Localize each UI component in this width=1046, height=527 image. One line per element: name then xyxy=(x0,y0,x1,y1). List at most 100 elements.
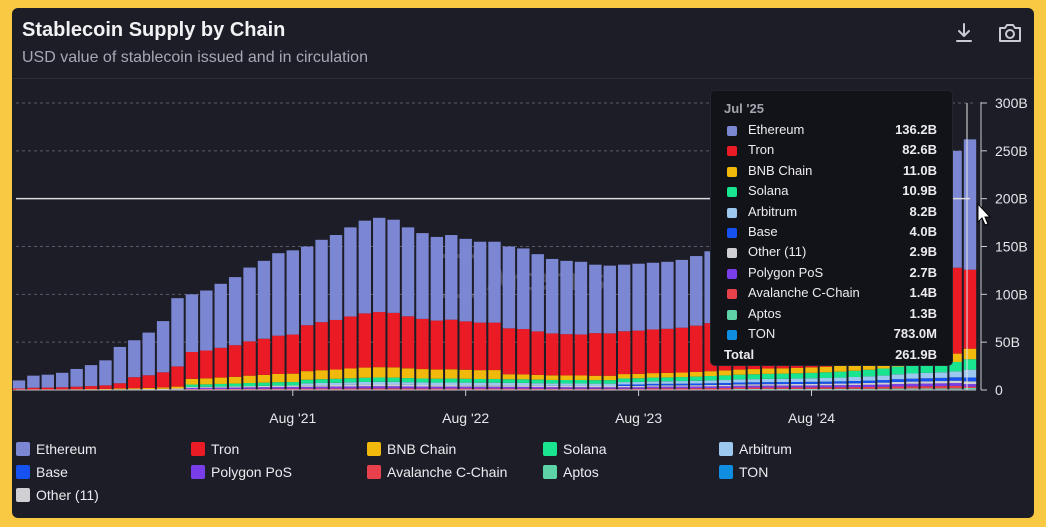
bar-segment-ethereum[interactable] xyxy=(84,365,98,387)
bar-segment-other-11-[interactable] xyxy=(834,383,847,386)
bar-segment-solana[interactable] xyxy=(675,377,689,382)
bar-segment-solana[interactable] xyxy=(214,383,227,387)
bar-segment-ethereum[interactable] xyxy=(12,380,26,389)
bar-segment-tron[interactable] xyxy=(531,331,544,375)
bar-segment-solana[interactable] xyxy=(228,383,242,387)
bar-segment-other-11-[interactable] xyxy=(949,380,962,384)
bar-segment-avalanche-c-chain[interactable] xyxy=(646,388,660,390)
camera-icon[interactable] xyxy=(997,22,1023,44)
bar-segment-other-11-[interactable] xyxy=(286,385,299,387)
bar-segment-other-11-[interactable] xyxy=(185,386,199,388)
bar-segment-aptos[interactable] xyxy=(834,388,847,390)
bar-segment-bnb-chain[interactable] xyxy=(776,368,789,374)
bar-segment-bnb-chain[interactable] xyxy=(300,371,314,380)
bar-segment-arbitrum[interactable] xyxy=(329,382,343,386)
bar-segment-tron[interactable] xyxy=(286,334,299,374)
bar-segment-polygon-pos[interactable] xyxy=(949,383,962,386)
bar-segment-polygon-pos[interactable] xyxy=(617,387,631,389)
bar-segment-bnb-chain[interactable] xyxy=(488,370,501,379)
bar-segment-ethereum[interactable] xyxy=(963,139,977,270)
bar-segment-tron[interactable] xyxy=(560,334,573,376)
bar-segment-arbitrum[interactable] xyxy=(834,377,847,382)
bar-segment-arbitrum[interactable] xyxy=(589,383,602,386)
bar-segment-other-11-[interactable] xyxy=(488,385,501,387)
bar-segment-avalanche-c-chain[interactable] xyxy=(300,388,314,390)
bar-segment-base[interactable] xyxy=(949,377,962,381)
bar-segment-other-11-[interactable] xyxy=(790,383,804,386)
bar-segment-bnb-chain[interactable] xyxy=(84,389,98,390)
bar-segment-avalanche-c-chain[interactable] xyxy=(747,387,761,389)
bar-segment-polygon-pos[interactable] xyxy=(200,387,213,389)
bar-segment-other-11-[interactable] xyxy=(704,385,717,387)
bar-segment-avalanche-c-chain[interactable] xyxy=(805,387,818,389)
bar-segment-ethereum[interactable] xyxy=(473,241,487,323)
bar-segment-other-11-[interactable] xyxy=(142,389,155,390)
bar-segment-arbitrum[interactable] xyxy=(704,380,717,384)
bar-segment-polygon-pos[interactable] xyxy=(315,386,328,389)
bar-segment-arbitrum[interactable] xyxy=(920,372,933,379)
bar-segment-arbitrum[interactable] xyxy=(718,380,732,384)
bar-segment-other-11-[interactable] xyxy=(574,385,588,388)
bar-segment-tron[interactable] xyxy=(963,269,977,349)
bar-segment-other-11-[interactable] xyxy=(430,385,444,387)
bar-segment-solana[interactable] xyxy=(776,373,789,379)
bar-segment-other-11-[interactable] xyxy=(329,385,343,387)
bar-segment-solana[interactable] xyxy=(589,380,602,384)
bar-segment-bnb-chain[interactable] xyxy=(185,378,199,385)
bar-segment-ethereum[interactable] xyxy=(502,246,516,329)
bar-segment-bnb-chain[interactable] xyxy=(617,374,631,379)
bar-segment-bnb-chain[interactable] xyxy=(848,364,861,371)
bar-segment-bnb-chain[interactable] xyxy=(416,369,429,379)
bar-segment-bnb-chain[interactable] xyxy=(272,373,285,383)
bar-segment-bnb-chain[interactable] xyxy=(603,375,616,381)
bar-segment-bnb-chain[interactable] xyxy=(877,361,890,369)
bar-segment-arbitrum[interactable] xyxy=(805,378,818,382)
bar-segment-aptos[interactable] xyxy=(790,388,804,390)
bar-segment-avalanche-c-chain[interactable] xyxy=(661,388,674,390)
bar-segment-polygon-pos[interactable] xyxy=(877,384,890,387)
bar-segment-bnb-chain[interactable] xyxy=(819,366,833,373)
bar-segment-polygon-pos[interactable] xyxy=(401,386,415,389)
bar-segment-polygon-pos[interactable] xyxy=(661,386,674,389)
bar-segment-polygon-pos[interactable] xyxy=(704,386,717,389)
bar-segment-arbitrum[interactable] xyxy=(416,382,429,385)
bar-segment-other-11-[interactable] xyxy=(344,384,357,387)
bar-segment-polygon-pos[interactable] xyxy=(344,386,357,389)
bar-segment-arbitrum[interactable] xyxy=(373,381,386,385)
bar-segment-tron[interactable] xyxy=(416,318,429,370)
bar-segment-tron[interactable] xyxy=(344,316,357,369)
bar-segment-avalanche-c-chain[interactable] xyxy=(589,388,602,390)
bar-segment-ethereum[interactable] xyxy=(257,260,271,339)
bar-segment-other-11-[interactable] xyxy=(243,386,256,388)
bar-segment-base[interactable] xyxy=(762,382,775,385)
bar-segment-arbitrum[interactable] xyxy=(401,382,415,385)
bar-segment-solana[interactable] xyxy=(920,364,933,373)
bar-segment-avalanche-c-chain[interactable] xyxy=(344,388,357,390)
bar-segment-solana[interactable] xyxy=(661,377,674,382)
bar-segment-avalanche-c-chain[interactable] xyxy=(473,388,487,390)
bar-segment-ethereum[interactable] xyxy=(603,265,616,334)
bar-segment-ethereum[interactable] xyxy=(344,227,357,317)
bar-segment-bnb-chain[interactable] xyxy=(790,367,804,374)
bar-segment-base[interactable] xyxy=(790,382,804,384)
bar-segment-avalanche-c-chain[interactable] xyxy=(906,386,919,389)
bar-segment-ethereum[interactable] xyxy=(517,248,530,330)
bar-segment-tron[interactable] xyxy=(171,366,184,387)
bar-segment-other-11-[interactable] xyxy=(776,384,789,386)
bar-segment-bnb-chain[interactable] xyxy=(517,374,530,380)
bar-segment-bnb-chain[interactable] xyxy=(473,370,487,379)
bar-segment-solana[interactable] xyxy=(358,377,372,382)
bar-segment-polygon-pos[interactable] xyxy=(848,385,861,388)
bar-segment-solana[interactable] xyxy=(560,379,573,384)
bar-segment-avalanche-c-chain[interactable] xyxy=(329,388,343,390)
bar-segment-solana[interactable] xyxy=(646,377,660,382)
bar-segment-bnb-chain[interactable] xyxy=(344,368,357,379)
bar-segment-tron[interactable] xyxy=(329,319,343,370)
bar-segment-base[interactable] xyxy=(690,383,703,386)
legend-item-other-11-[interactable]: Other (11) xyxy=(16,487,99,503)
bar-segment-other-11-[interactable] xyxy=(632,385,645,388)
legend-item-solana[interactable]: Solana xyxy=(543,441,607,457)
bar-segment-ethereum[interactable] xyxy=(445,235,458,320)
bar-segment-solana[interactable] xyxy=(517,379,530,383)
bar-segment-avalanche-c-chain[interactable] xyxy=(445,388,458,390)
